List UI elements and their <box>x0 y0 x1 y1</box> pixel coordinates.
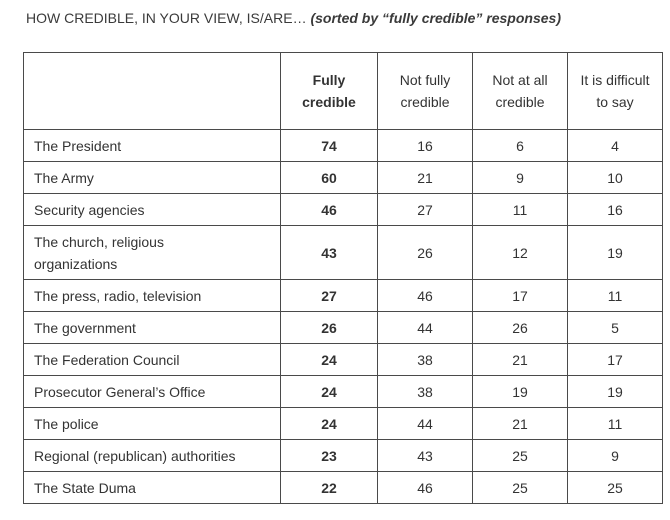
header-not-at-all-credible: Not at all credible <box>472 52 568 130</box>
cell-not-fully-credible: 44 <box>377 407 473 440</box>
cell-not-fully-credible: 26 <box>377 225 473 280</box>
row-label: The State Duma <box>23 471 281 504</box>
header-fully-credible: Fully credible <box>280 52 378 130</box>
cell-difficult-to-say: 19 <box>567 225 663 280</box>
heading-sort-note: (sorted by “fully credible” responses) <box>310 10 561 26</box>
cell-difficult-to-say: 19 <box>567 375 663 408</box>
header-label <box>23 52 281 130</box>
cell-fully-credible: 74 <box>280 129 378 162</box>
credibility-table: Fully credible Not fully credible Not at… <box>23 52 663 504</box>
cell-not-fully-credible: 44 <box>377 311 473 344</box>
header-difficult-to-say: It is difficult to say <box>567 52 663 130</box>
cell-not-at-all-credible: 17 <box>472 279 568 312</box>
cell-fully-credible: 24 <box>280 375 378 408</box>
cell-difficult-to-say: 11 <box>567 407 663 440</box>
cell-not-fully-credible: 43 <box>377 439 473 472</box>
cell-fully-credible: 24 <box>280 407 378 440</box>
row-label: Regional (republican) authorities <box>23 439 281 472</box>
cell-difficult-to-say: 4 <box>567 129 663 162</box>
cell-not-fully-credible: 38 <box>377 343 473 376</box>
table-body: The President 74 16 6 4 The Army 60 21 9 10 Securi… <box>23 129 663 504</box>
cell-not-at-all-credible: 12 <box>472 225 568 280</box>
cell-not-at-all-credible: 25 <box>472 471 568 504</box>
table-row: The Army 60 21 9 10 <box>23 161 663 194</box>
table-row: The police 24 44 21 11 <box>23 407 663 440</box>
row-label: The police <box>23 407 281 440</box>
cell-not-fully-credible: 27 <box>377 193 473 226</box>
cell-difficult-to-say: 16 <box>567 193 663 226</box>
cell-not-at-all-credible: 21 <box>472 343 568 376</box>
cell-fully-credible: 27 <box>280 279 378 312</box>
cell-not-at-all-credible: 9 <box>472 161 568 194</box>
cell-not-fully-credible: 16 <box>377 129 473 162</box>
row-label: Security agencies <box>23 193 281 226</box>
cell-fully-credible: 23 <box>280 439 378 472</box>
cell-difficult-to-say: 11 <box>567 279 663 312</box>
cell-not-fully-credible: 38 <box>377 375 473 408</box>
cell-not-at-all-credible: 19 <box>472 375 568 408</box>
cell-difficult-to-say: 9 <box>567 439 663 472</box>
table-row: Prosecutor General’s Office 24 38 19 19 <box>23 375 663 408</box>
table-row: Security agencies 46 27 11 16 <box>23 193 663 226</box>
row-label: The church, religious organizations <box>23 225 281 280</box>
cell-fully-credible: 26 <box>280 311 378 344</box>
cell-fully-credible: 43 <box>280 225 378 280</box>
cell-fully-credible: 22 <box>280 471 378 504</box>
table-row: The President 74 16 6 4 <box>23 129 663 162</box>
cell-difficult-to-say: 17 <box>567 343 663 376</box>
cell-difficult-to-say: 25 <box>567 471 663 504</box>
header-row: Fully credible Not fully credible Not at… <box>23 52 663 130</box>
cell-not-at-all-credible: 6 <box>472 129 568 162</box>
cell-not-at-all-credible: 21 <box>472 407 568 440</box>
row-label: The President <box>23 129 281 162</box>
table-row: The church, religious organizations 43 26 1… <box>23 225 663 280</box>
row-label: The government <box>23 311 281 344</box>
table-row: Regional (republican) authorities 23 43 25 9 <box>23 439 663 472</box>
heading-question: HOW CREDIBLE, IN YOUR VIEW, IS/ARE… <box>26 10 307 26</box>
cell-fully-credible: 46 <box>280 193 378 226</box>
table-row: The State Duma 22 46 25 25 <box>23 471 663 504</box>
cell-difficult-to-say: 10 <box>567 161 663 194</box>
table-row: The Federation Council 24 38 21 17 <box>23 343 663 376</box>
cell-not-fully-credible: 46 <box>377 279 473 312</box>
cell-difficult-to-say: 5 <box>567 311 663 344</box>
table-heading: HOW CREDIBLE, IN YOUR VIEW, IS/ARE… (sor… <box>26 10 561 26</box>
row-label: The Federation Council <box>23 343 281 376</box>
cell-fully-credible: 24 <box>280 343 378 376</box>
row-label: The press, radio, television <box>23 279 281 312</box>
row-label: The Army <box>23 161 281 194</box>
table-row: The government 26 44 26 5 <box>23 311 663 344</box>
table-row: The press, radio, television 27 46 17 11 <box>23 279 663 312</box>
row-label: Prosecutor General’s Office <box>23 375 281 408</box>
cell-not-at-all-credible: 25 <box>472 439 568 472</box>
header-not-fully-credible: Not fully credible <box>377 52 473 130</box>
cell-not-fully-credible: 46 <box>377 471 473 504</box>
cell-not-at-all-credible: 11 <box>472 193 568 226</box>
cell-not-at-all-credible: 26 <box>472 311 568 344</box>
cell-fully-credible: 60 <box>280 161 378 194</box>
cell-not-fully-credible: 21 <box>377 161 473 194</box>
